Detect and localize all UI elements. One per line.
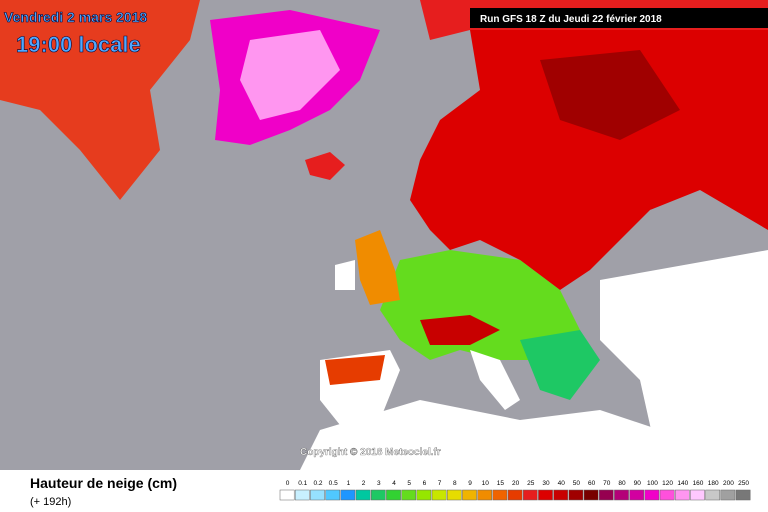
legend-swatch xyxy=(674,489,690,501)
land-snow xyxy=(355,230,400,305)
run-info: Run GFS 18 Z du Jeudi 22 février 2018 xyxy=(480,14,662,25)
legend-swatch xyxy=(690,489,705,501)
footer-lead: (+ 192h) xyxy=(30,496,71,508)
legend-swatch xyxy=(659,489,675,501)
legend-label: 10 xyxy=(482,480,490,487)
legend-swatch xyxy=(340,489,356,501)
legend-label: 0 xyxy=(286,480,290,487)
land-snow xyxy=(305,152,345,180)
legend-label: 0.5 xyxy=(329,480,338,487)
legend: 0 0.1 0.2 0.5 1 2 3 4 5 6 7 8 9 10 15 20 25 30 40 50 60 70 80 9… xyxy=(279,480,751,501)
legend-label: 4 xyxy=(392,480,396,487)
legend-label: 70 xyxy=(603,480,611,487)
legend-label: 20 xyxy=(512,480,520,487)
legend-swatch xyxy=(431,489,447,501)
land xyxy=(300,400,660,470)
legend-label: 6 xyxy=(423,480,427,487)
legend-swatch xyxy=(705,489,721,501)
legend-swatch xyxy=(583,489,599,501)
legend-swatch xyxy=(538,489,553,501)
land xyxy=(600,250,768,470)
legend-label: 80 xyxy=(618,480,626,487)
land-snow xyxy=(240,30,340,120)
land-snow xyxy=(540,50,680,140)
legend-swatch xyxy=(401,489,417,501)
land-snow xyxy=(520,330,600,400)
legend-label: 15 xyxy=(497,480,505,487)
legend-swatch xyxy=(416,489,432,501)
legend-swatch xyxy=(462,489,477,501)
legend-label: 8 xyxy=(453,480,457,487)
land-snow xyxy=(325,355,385,385)
legend-label: 100 xyxy=(647,480,658,487)
legend-swatch xyxy=(598,489,614,501)
footer-title: Hauteur de neige (cm) xyxy=(30,475,177,491)
legend-swatch xyxy=(614,489,629,501)
legend-label: 7 xyxy=(438,480,442,487)
legend-swatch xyxy=(294,489,310,501)
legend-swatch xyxy=(386,489,401,501)
legend-swatch xyxy=(446,489,462,501)
legend-label: 140 xyxy=(677,480,688,487)
land-snow xyxy=(410,30,768,290)
legend-swatch xyxy=(325,489,341,501)
legend-swatch xyxy=(370,489,386,501)
legend-label: 200 xyxy=(723,480,734,487)
time: 19:00 locale xyxy=(16,32,141,57)
legend-label: 160 xyxy=(693,480,704,487)
legend-swatch xyxy=(644,489,660,501)
legend-label: 9 xyxy=(468,480,472,487)
copyright: Copyright © 2018 Meteociel.fr xyxy=(300,447,441,458)
legend-label: 0.1 xyxy=(298,480,307,487)
legend-swatch xyxy=(492,489,508,501)
land xyxy=(470,350,520,410)
legend-label: 250 xyxy=(738,480,749,487)
legend-swatch xyxy=(568,489,584,501)
land-snow xyxy=(420,315,500,345)
legend-label: 60 xyxy=(588,480,596,487)
land-snow xyxy=(0,0,200,200)
legend-label: 0.2 xyxy=(313,480,322,487)
legend-label: 30 xyxy=(542,480,550,487)
run-banner xyxy=(470,8,768,28)
legend-label: 1 xyxy=(347,480,351,487)
legend-label: 2 xyxy=(362,480,366,487)
legend-label: 40 xyxy=(558,480,566,487)
legend-swatch xyxy=(507,489,523,501)
legend-swatch xyxy=(720,489,736,501)
land xyxy=(335,260,355,290)
legend-swatch xyxy=(522,489,538,501)
legend-swatch xyxy=(735,489,751,501)
legend-label: 50 xyxy=(573,480,581,487)
legend-label: 3 xyxy=(377,480,381,487)
sea xyxy=(650,200,740,240)
legend-swatch xyxy=(310,489,325,501)
legend-swatch xyxy=(279,489,295,501)
legend-swatch xyxy=(355,489,371,501)
legend-label: 120 xyxy=(662,480,673,487)
legend-label: 180 xyxy=(708,480,719,487)
date: Vendredi 2 mars 2018 xyxy=(4,9,147,25)
legend-label: 5 xyxy=(407,480,411,487)
legend-label: 25 xyxy=(527,480,535,487)
legend-swatch xyxy=(553,489,569,501)
legend-swatch xyxy=(477,489,493,501)
legend-swatch xyxy=(629,489,645,501)
legend-label: 90 xyxy=(634,480,642,487)
